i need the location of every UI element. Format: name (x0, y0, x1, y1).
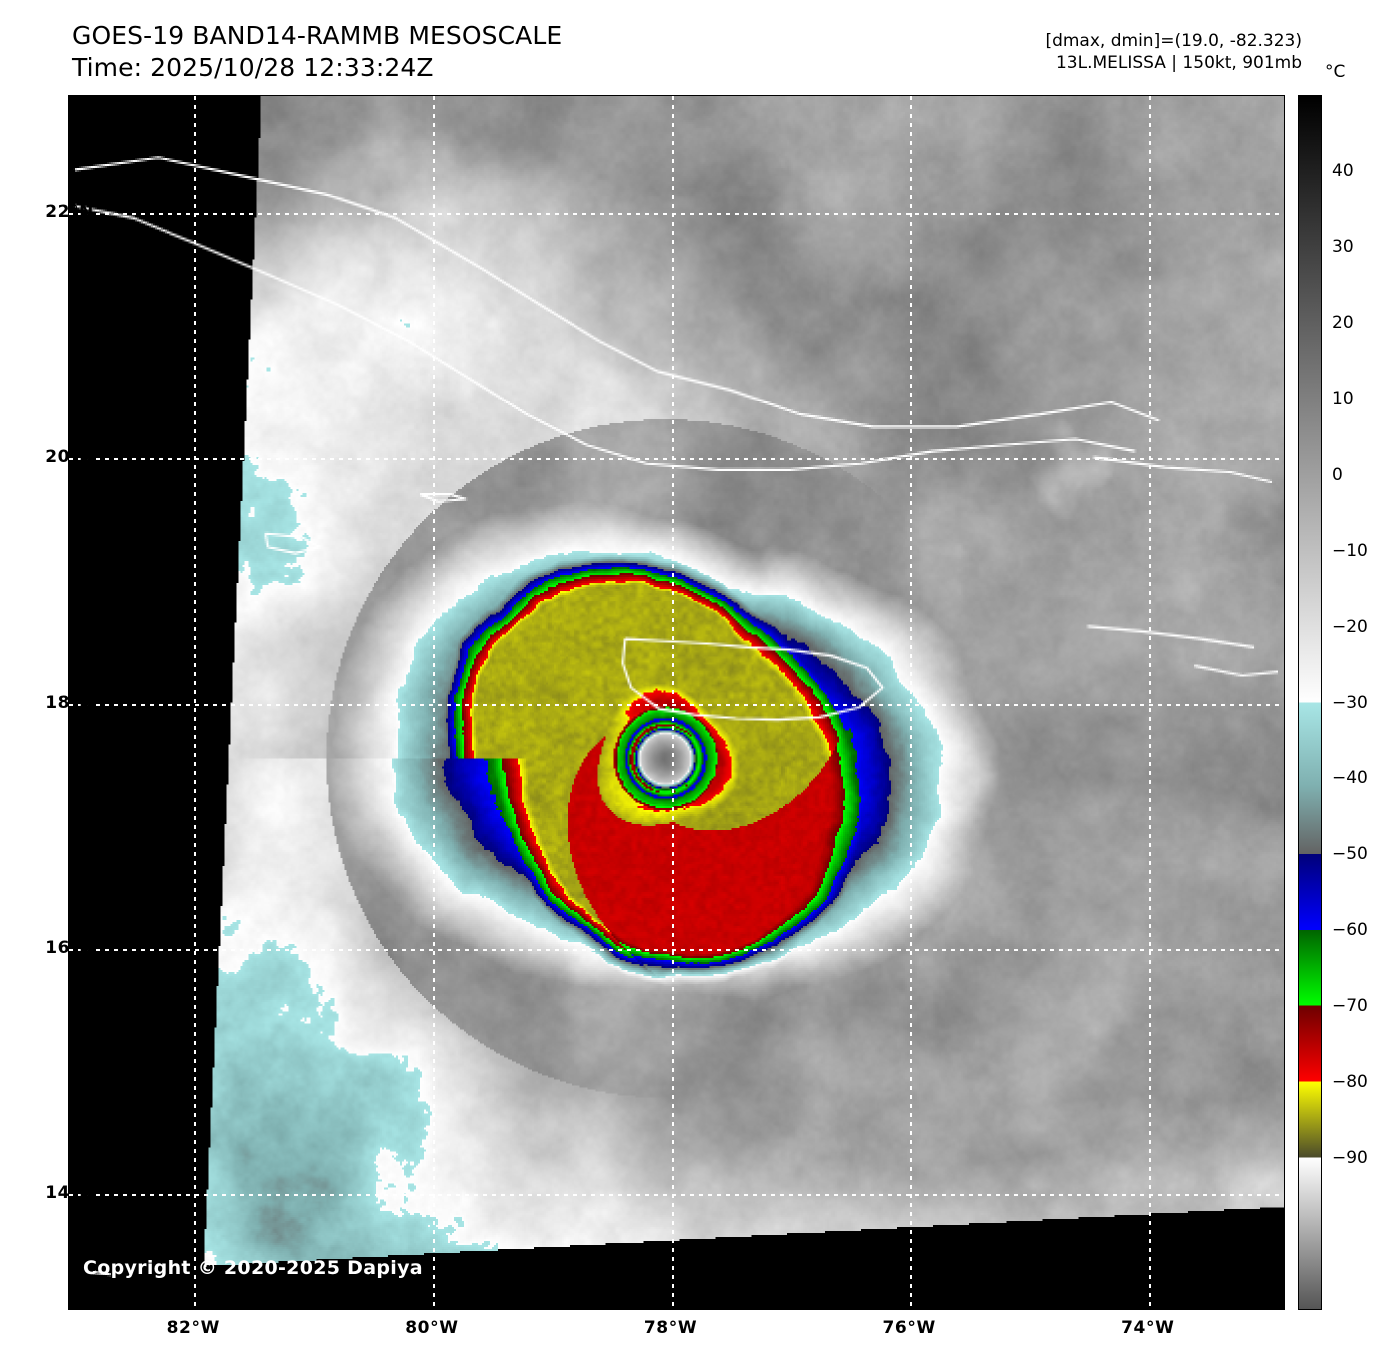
metadata-block: [dmax, dmin]=(19.0, -82.323) 13L.MELISSA… (1045, 30, 1302, 74)
temperature-colorbar[interactable] (1298, 95, 1322, 1310)
y-axis-tick-label: 14°N (45, 1183, 94, 1204)
colorbar-tick-label: −40 (1332, 768, 1368, 789)
x-axis-tick-label: 82°W (166, 1318, 220, 1338)
colorbar-tick-label: 20 (1332, 312, 1354, 333)
satellite-raster (69, 96, 1284, 1309)
colorbar-gradient (1299, 96, 1321, 1309)
y-axis-tick-label: 16°N (45, 937, 94, 958)
copyright-label: Copyright © 2020-2025 Dapiya (83, 1257, 423, 1279)
title-line-2: Time: 2025/10/28 12:33:24Z (72, 53, 434, 82)
colorbar-tick-label: −10 (1332, 540, 1368, 561)
colorbar-tick-label: −60 (1332, 920, 1368, 941)
y-axis-tick-label: 20°N (45, 447, 94, 468)
title-line-1: GOES-19 BAND14-RAMMB MESOSCALE (72, 21, 563, 50)
colorbar-units-label: °C (1325, 62, 1346, 82)
colorbar-tick-label: −30 (1332, 692, 1368, 713)
satellite-image-plot[interactable]: Copyright © 2020-2025 Dapiya (68, 95, 1285, 1310)
y-axis-tick-label: 22°N (45, 201, 94, 222)
colorbar-tick-label: −20 (1332, 616, 1368, 637)
y-axis-tick-label: 18°N (45, 692, 94, 713)
page-title: GOES-19 BAND14-RAMMB MESOSCALE Time: 202… (72, 20, 562, 84)
x-axis-tick-label: 80°W (405, 1318, 459, 1338)
dmax-dmin-readout: [dmax, dmin]=(19.0, -82.323) (1045, 31, 1302, 51)
colorbar-tick-label: −70 (1332, 996, 1368, 1017)
colorbar-tick-label: 40 (1332, 160, 1354, 181)
x-axis-tick-label: 78°W (643, 1318, 698, 1338)
satellite-imagery-canvas (69, 96, 1284, 1309)
colorbar-tick-label: −80 (1332, 1072, 1368, 1093)
x-axis-tick-label: 76°W (882, 1318, 936, 1338)
colorbar-tick-label: 0 (1332, 464, 1343, 485)
x-axis-tick-label: 74°W (1121, 1318, 1175, 1338)
colorbar-tick-label: 10 (1332, 388, 1354, 409)
storm-id-readout: 13L.MELISSA | 150kt, 901mb (1055, 53, 1302, 74)
colorbar-tick-label: −90 (1332, 1148, 1368, 1169)
colorbar-tick-label: −50 (1332, 844, 1368, 865)
colorbar-tick-label: 30 (1332, 236, 1354, 257)
